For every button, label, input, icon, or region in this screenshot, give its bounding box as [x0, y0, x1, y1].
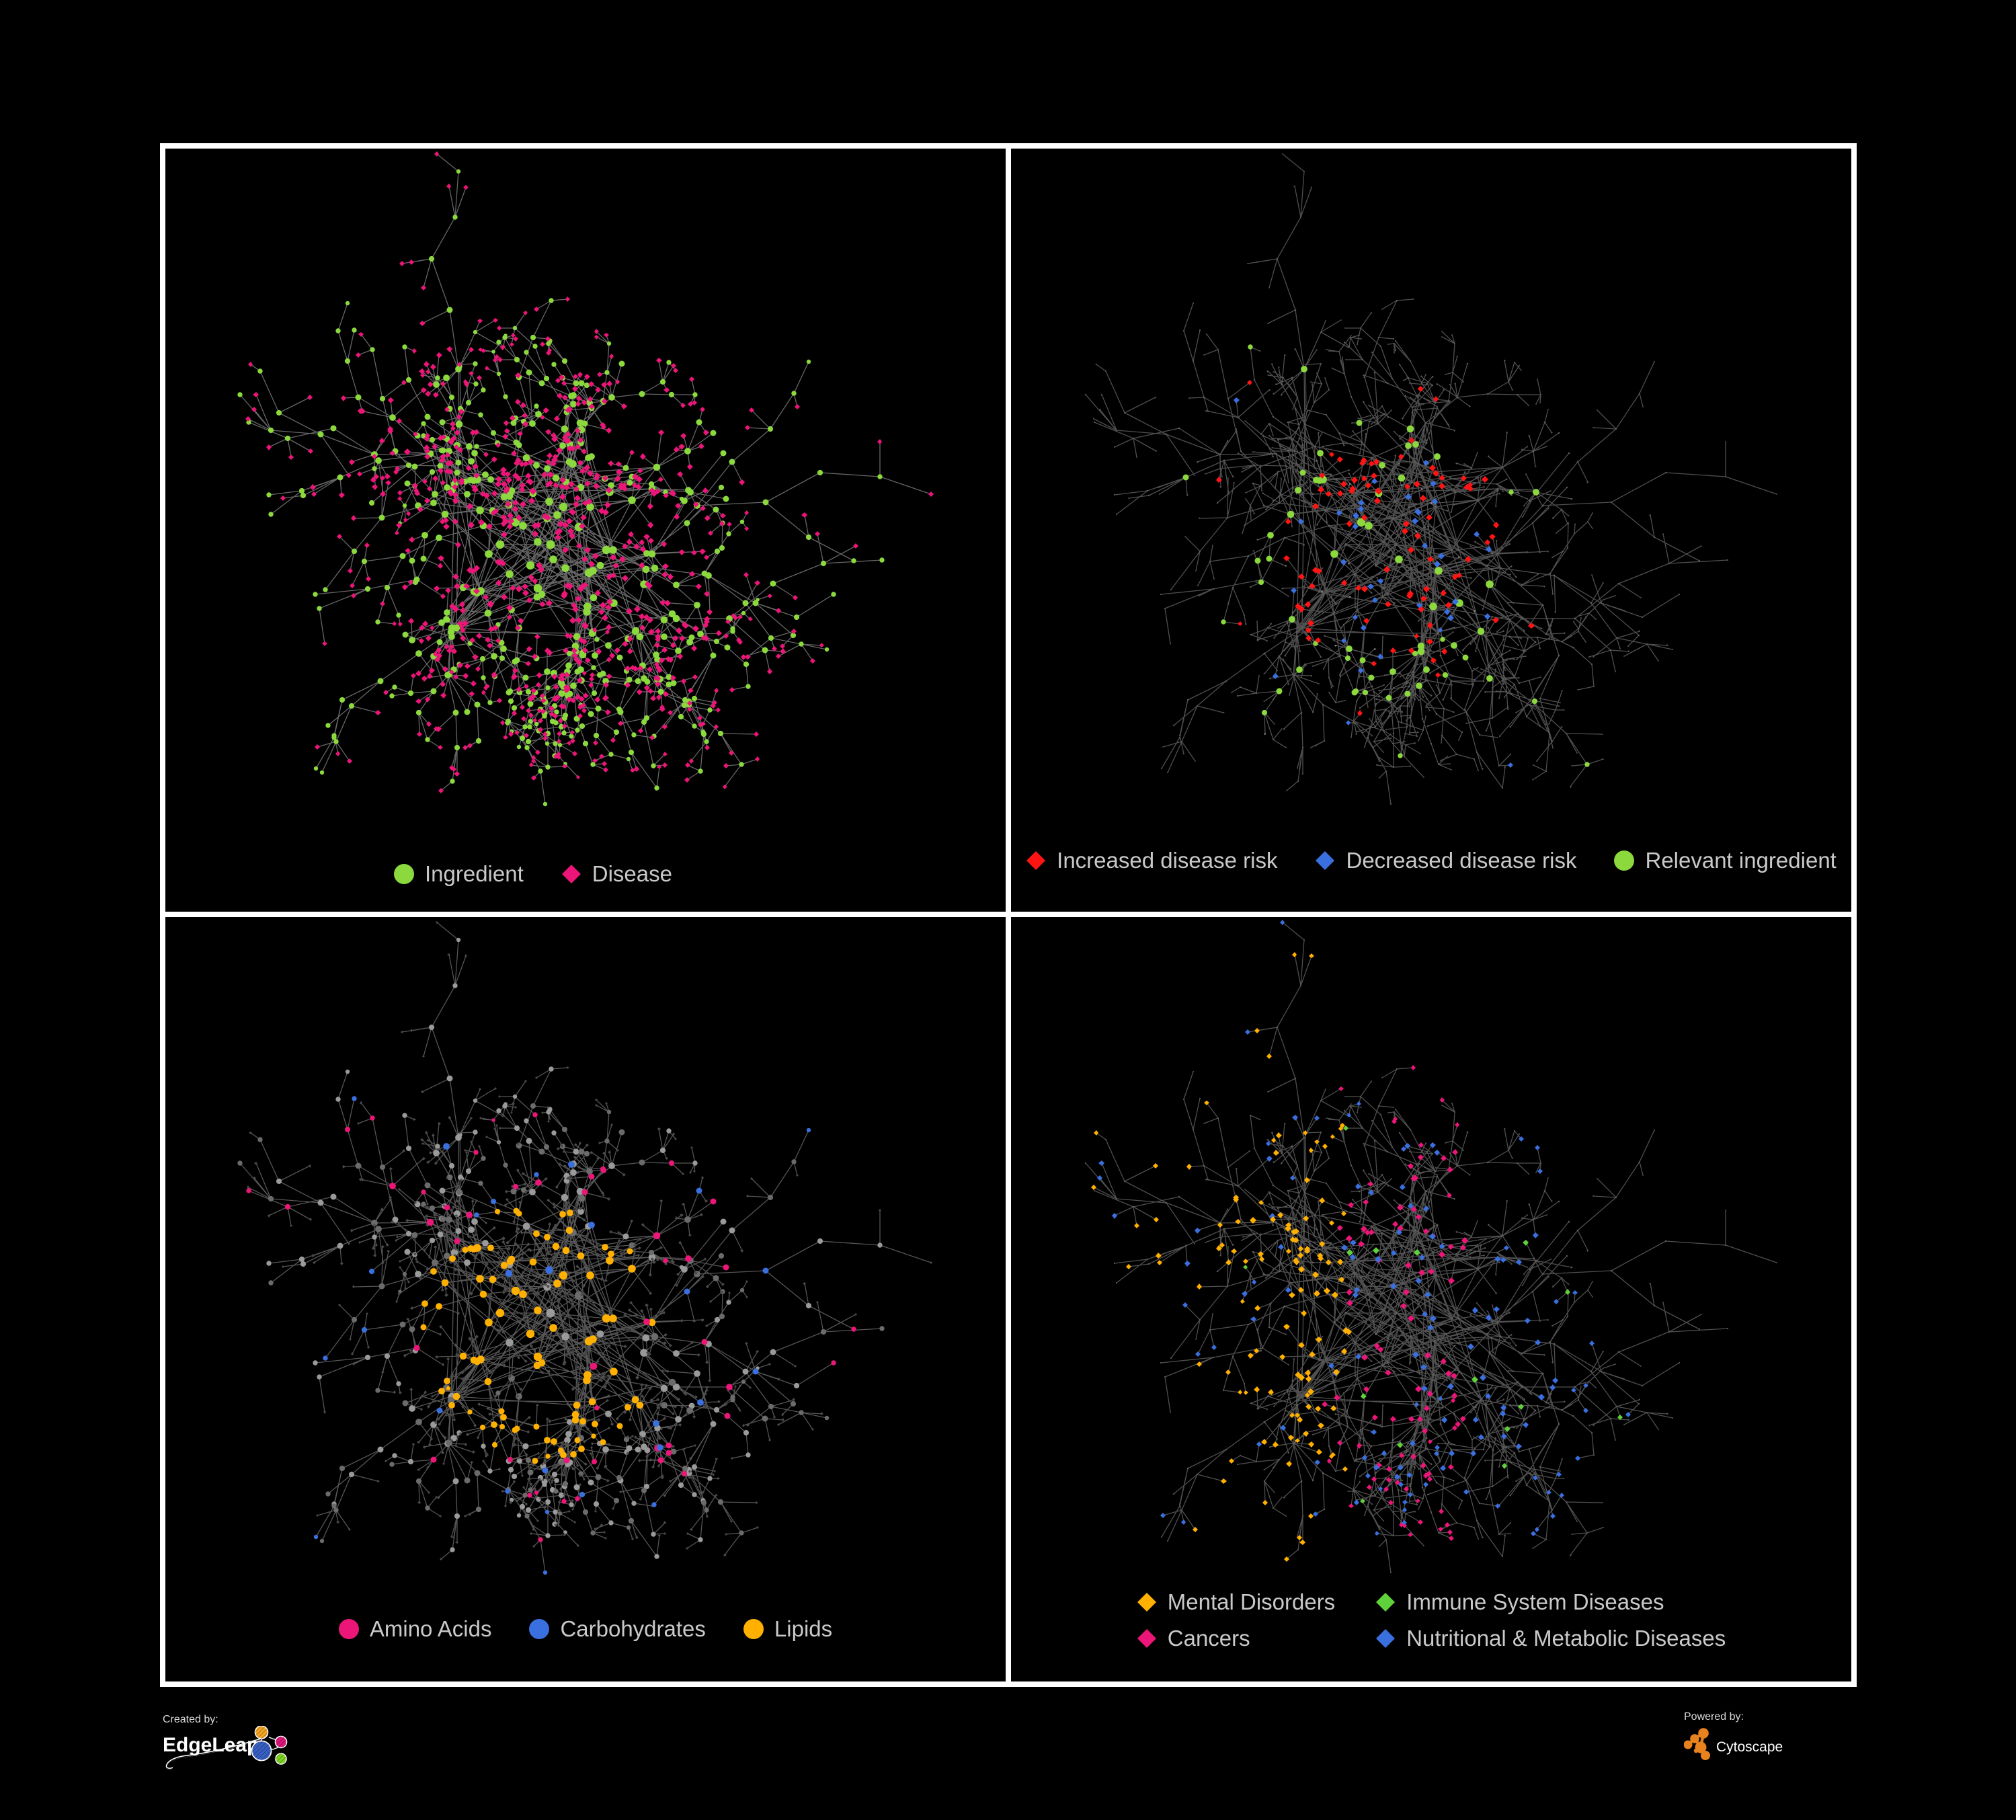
svg-text:Cytoscape: Cytoscape [1716, 1739, 1783, 1755]
